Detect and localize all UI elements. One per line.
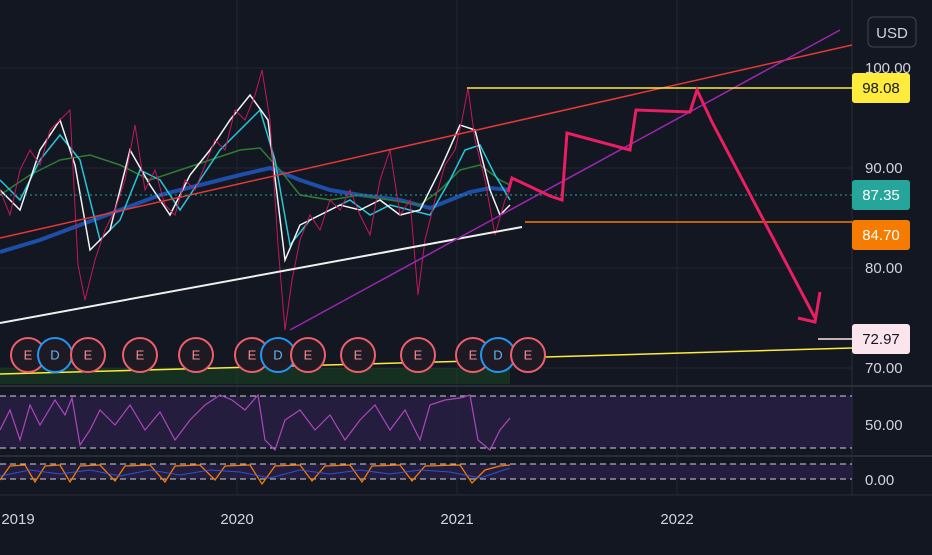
rsi-line — [0, 393, 511, 452]
volume-strip — [0, 368, 510, 384]
price-tag-text: 72.97 — [862, 331, 900, 348]
event-marker — [70, 337, 106, 373]
time-axis-label: 2019 — [1, 511, 34, 528]
price-tag-text: 87.35 — [862, 187, 900, 204]
event-label: E — [304, 347, 313, 362]
price-axis-label: 70.00 — [865, 360, 903, 377]
event-label: E — [136, 347, 145, 362]
time-axis-label: 2022 — [660, 511, 693, 528]
event-label: E — [24, 347, 33, 362]
event-label: D — [273, 347, 282, 362]
ma-20 — [0, 93, 511, 263]
event-label: E — [84, 347, 93, 362]
projection-path — [506, 85, 817, 319]
upper-trendline — [0, 44, 853, 239]
event-label: E — [248, 347, 257, 362]
price-tag — [852, 73, 910, 103]
price-axis-label: 100.00 — [865, 60, 911, 77]
price-tag — [852, 324, 910, 354]
currency-button[interactable] — [867, 16, 917, 48]
event-marker — [178, 337, 214, 373]
price-tag-text: 98.08 — [862, 80, 900, 97]
price-tag — [852, 220, 910, 250]
currency-label: USD — [876, 25, 908, 42]
price-tag-text: 84.70 — [862, 227, 900, 244]
ma-100 — [0, 147, 511, 206]
price-tag — [852, 180, 910, 210]
indicator-axis-label: 0.00 — [865, 472, 894, 489]
projection-arrowhead — [797, 291, 822, 324]
ma-50 — [0, 108, 511, 247]
ma-200 — [0, 165, 511, 254]
event-label: E — [469, 347, 478, 362]
event-marker — [340, 337, 376, 373]
rsi-band — [0, 396, 852, 448]
price-axis-label: 90.00 — [865, 160, 903, 177]
event-label: D — [50, 347, 59, 362]
price-axis-label: 80.00 — [865, 260, 903, 277]
osc-signal — [0, 467, 511, 479]
time-axis-label: 2020 — [220, 511, 253, 528]
price-tags: 98.08 87.35 84.70 72.97 — [852, 73, 910, 354]
event-label: E — [354, 347, 363, 362]
event-label: E — [192, 347, 201, 362]
indicator-axis-label: 50.00 — [865, 417, 903, 434]
event-marker — [400, 337, 436, 373]
support-line — [289, 29, 841, 331]
event-label: D — [493, 347, 502, 362]
time-axis-label: 2021 — [440, 511, 473, 528]
osc-band — [0, 464, 852, 479]
event-marker — [510, 337, 546, 373]
event-label: E — [414, 347, 423, 362]
lower-trendline — [0, 226, 523, 324]
lower-channel — [509, 347, 853, 359]
event-marker — [290, 337, 326, 373]
price-candles — [0, 69, 511, 331]
event-label: E — [524, 347, 533, 362]
event-marker — [122, 337, 158, 373]
